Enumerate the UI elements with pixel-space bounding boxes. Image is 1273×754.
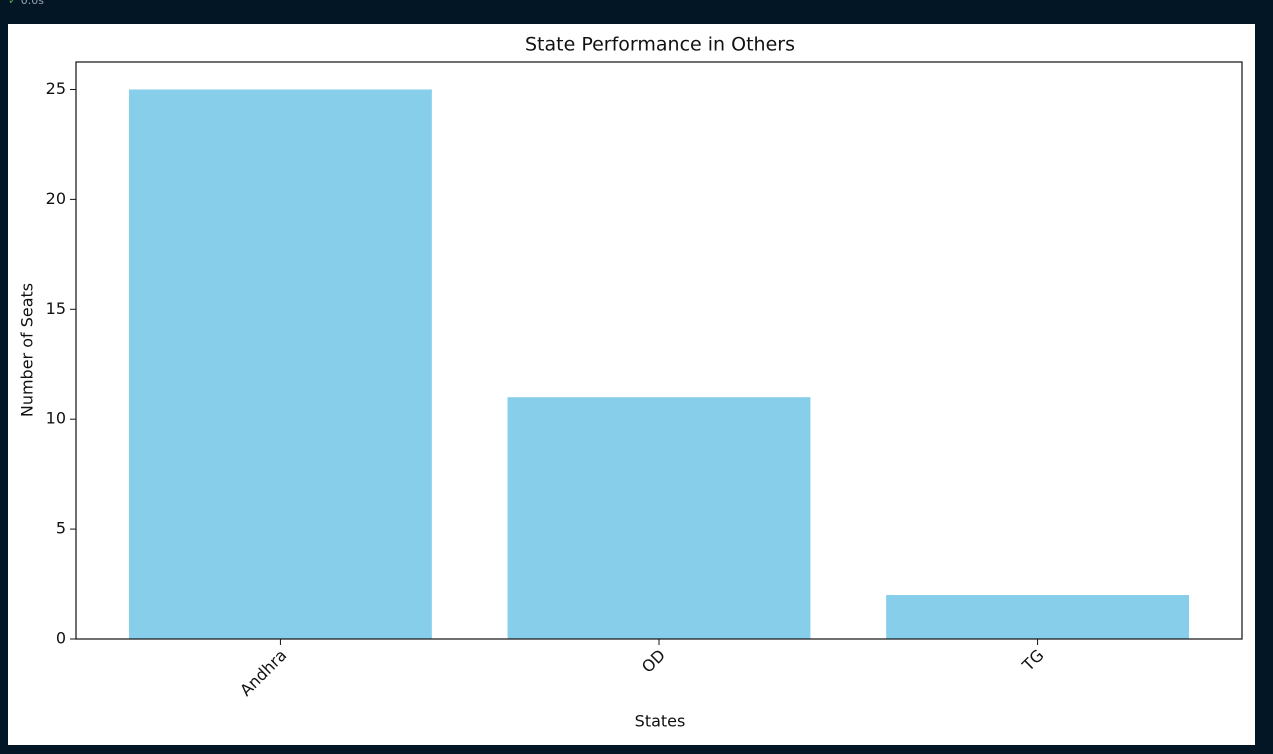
y-tick-label: 10	[46, 409, 66, 428]
bar	[507, 397, 811, 639]
check-icon: ✓	[8, 0, 18, 7]
axes-frame	[75, 61, 1243, 640]
y-tick-label: 20	[46, 189, 66, 208]
y-tick-label: 15	[46, 299, 66, 318]
y-tick-label: 0	[56, 629, 66, 648]
chart-title: State Performance in Others	[525, 34, 795, 56]
y-tick-label: 5	[56, 519, 66, 538]
run-time: 0.0s	[20, 0, 44, 7]
bar	[129, 89, 432, 639]
x-axis-label: States	[635, 712, 686, 731]
y-axis-label: Number of Seats	[18, 283, 37, 417]
status-line: ✓ 0.0s	[8, 0, 44, 7]
bar	[886, 595, 1189, 639]
y-tick-label: 25	[46, 79, 66, 98]
